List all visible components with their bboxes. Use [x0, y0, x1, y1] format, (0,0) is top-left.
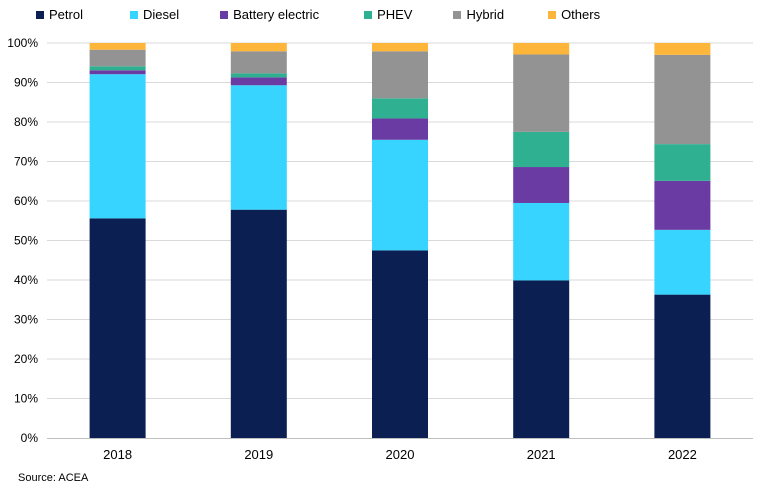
bar-segment-phev-2020 [372, 98, 428, 119]
bar-segment-hybrid-2019 [230, 51, 287, 74]
legend-item-battery-electric: Battery electric [220, 7, 319, 22]
x-tick-label: 2021 [527, 447, 556, 462]
y-axis-ticks: 0% 10% 20% 30% 40% 50% 60% 70% 80% 90% 100% [7, 36, 38, 445]
legend-swatch [220, 10, 229, 19]
bar-segment-others-2020 [372, 43, 428, 52]
source-note: Source: ACEA [18, 472, 89, 484]
x-axis-ticks: 2018 2019 2020 2021 2022 [103, 447, 697, 462]
bar-segment-diesel-2019 [230, 85, 287, 210]
bar-segment-phev-2019 [230, 73, 287, 78]
legend-label: Diesel [142, 7, 180, 22]
legend-swatch [548, 10, 557, 19]
bar-segment-hybrid-2018 [89, 49, 146, 67]
legend-label: PHEV [377, 7, 413, 22]
y-tick-label: 30% [14, 313, 38, 327]
x-tick-label: 2018 [103, 447, 132, 462]
bar-segment-phev-2022 [654, 144, 711, 181]
y-tick-label: 0% [21, 431, 39, 445]
bar-segment-petrol-2019 [230, 209, 287, 438]
bar-segment-diesel-2022 [654, 229, 711, 295]
legend-swatch [36, 10, 44, 19]
legend-swatch [129, 10, 138, 19]
legend-swatch [364, 10, 373, 19]
y-tick-label: 70% [14, 155, 38, 169]
legend-swatch [453, 10, 462, 19]
bar-segment-others-2019 [230, 43, 287, 52]
bar-segment-petrol-2020 [372, 250, 428, 438]
bar-segment-diesel-2020 [372, 139, 428, 251]
legend-item-others: Others [548, 7, 600, 22]
legend-item-phev: PHEV [364, 7, 412, 22]
legend: Petrol Diesel Battery electric PHEV Hybrid Ot… [36, 7, 600, 22]
bar-segment-others-2018 [89, 43, 146, 50]
bar-segment-battery-electric-2022 [654, 180, 711, 230]
y-tick-label: 10% [14, 392, 38, 406]
bar-segment-petrol-2018 [89, 218, 146, 438]
y-tick-label: 20% [14, 352, 38, 366]
bar-segment-petrol-2022 [654, 294, 711, 438]
bar-segment-battery-electric-2021 [513, 167, 570, 203]
legend-label: Battery electric [233, 7, 320, 22]
bar-segment-battery-electric-2018 [89, 70, 146, 75]
x-tick-label: 2020 [386, 447, 415, 462]
bar-segment-hybrid-2020 [372, 51, 428, 99]
bar-segment-hybrid-2022 [654, 54, 711, 145]
bar-segment-battery-electric-2020 [372, 118, 428, 140]
x-tick-label: 2022 [668, 447, 697, 462]
bar-segment-others-2021 [513, 43, 570, 55]
x-tick-label: 2019 [244, 447, 273, 462]
legend-item-diesel: Diesel [129, 7, 180, 22]
bar-segment-petrol-2021 [513, 280, 570, 438]
bar-segment-battery-electric-2019 [230, 77, 287, 86]
legend-label: Hybrid [466, 7, 505, 22]
bar-segment-diesel-2018 [89, 74, 146, 219]
y-tick-label: 100% [7, 36, 38, 50]
y-tick-label: 50% [14, 234, 38, 248]
bar-stacks [89, 43, 711, 438]
legend-label: Others [561, 7, 601, 22]
y-tick-label: 90% [14, 76, 38, 90]
bar-segment-phev-2021 [513, 131, 570, 168]
bar-segment-hybrid-2021 [513, 54, 570, 132]
bar-segment-phev-2018 [89, 66, 146, 71]
legend-item-petrol: Petrol [36, 7, 83, 22]
legend-label: Petrol [49, 7, 83, 22]
y-tick-label: 80% [14, 115, 38, 129]
y-tick-label: 60% [14, 194, 38, 208]
bar-segment-others-2022 [654, 43, 711, 55]
legend-item-hybrid: Hybrid [453, 7, 504, 22]
y-tick-label: 40% [14, 273, 38, 287]
bar-segment-diesel-2021 [513, 202, 570, 281]
